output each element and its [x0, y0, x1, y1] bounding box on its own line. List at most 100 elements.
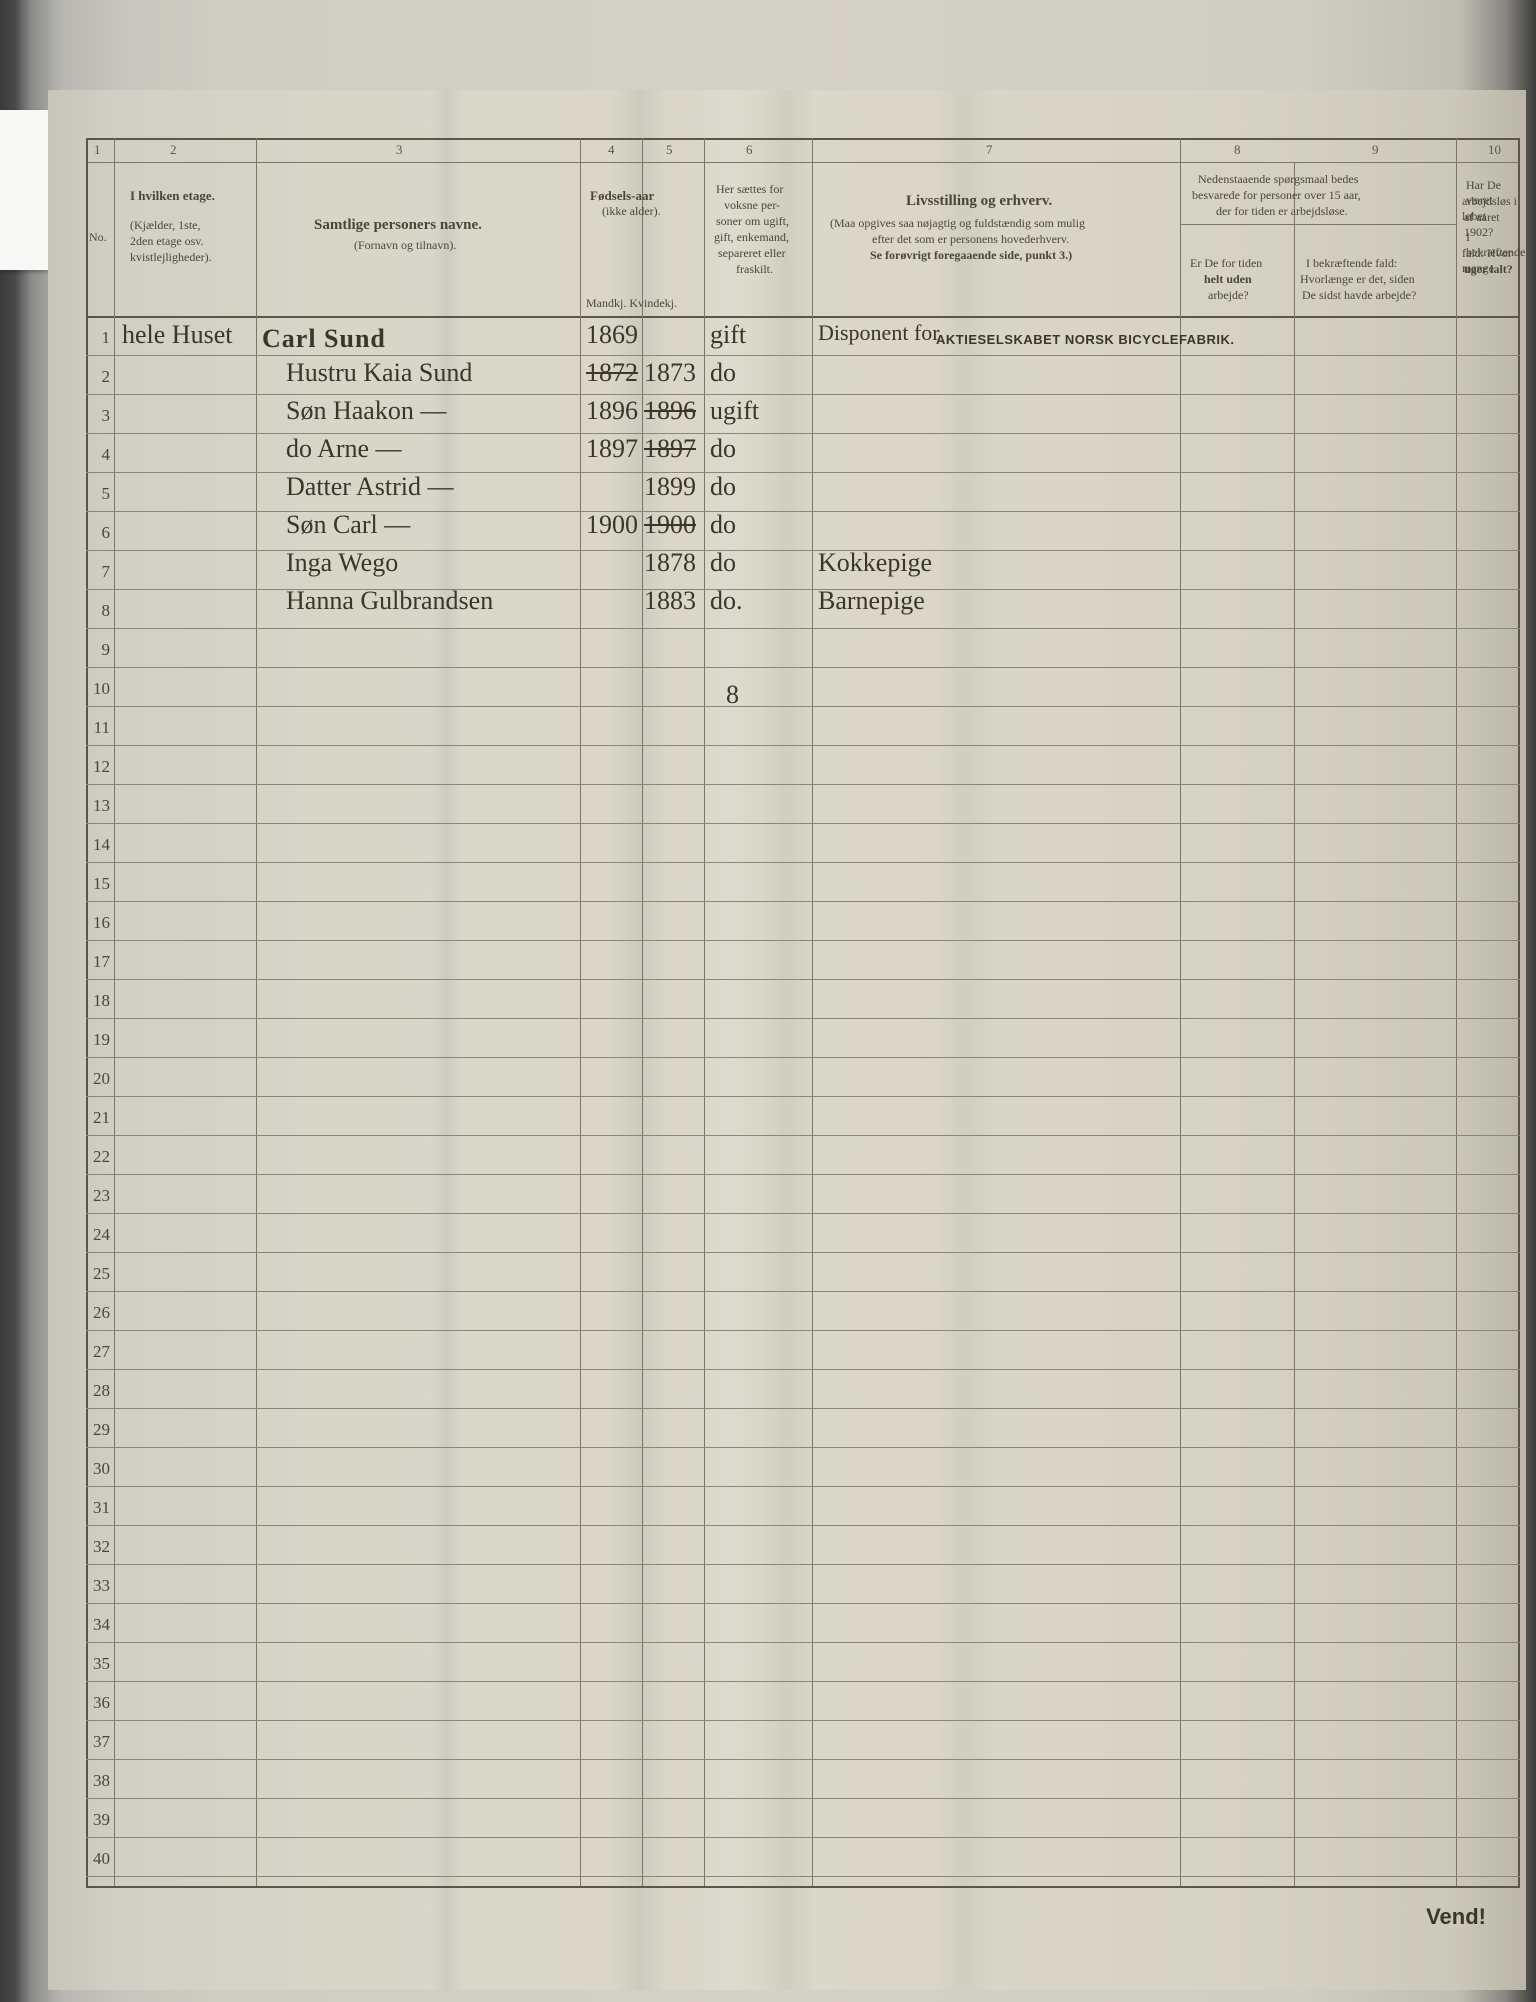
- row-rule: [86, 1564, 1520, 1565]
- rule: [812, 138, 813, 1888]
- rule: [86, 138, 1520, 140]
- row-number: 20: [84, 1069, 110, 1089]
- row-rule: [86, 979, 1520, 980]
- name-cell: Søn Carl —: [286, 510, 410, 540]
- row-number: 28: [84, 1381, 110, 1401]
- occupation-cell: AKTIESELSKABET NORSK BICYCLEFABRIK.: [936, 332, 1234, 347]
- header-gender: Mandkj. Kvindekj.: [586, 296, 677, 311]
- row-number: 13: [84, 796, 110, 816]
- row-number: 14: [84, 835, 110, 855]
- rule: [580, 138, 581, 1888]
- row-rule: [86, 940, 1520, 941]
- row-number: 15: [84, 874, 110, 894]
- header-status: Her sættes for: [716, 182, 783, 197]
- row-number: 32: [84, 1537, 110, 1557]
- header-occupation-sub: (Maa opgives saa nøjagtig og fuldstændig…: [830, 216, 1085, 231]
- row-rule: [86, 1447, 1520, 1448]
- row-number: 36: [84, 1693, 110, 1713]
- row-number: 12: [84, 757, 110, 777]
- rule: [642, 138, 643, 1888]
- row-rule: [86, 1135, 1520, 1136]
- row-number: 8: [84, 601, 110, 621]
- row-number: 22: [84, 1147, 110, 1167]
- row-number: 26: [84, 1303, 110, 1323]
- row-rule: [86, 1759, 1520, 1760]
- row-rule: [86, 1603, 1520, 1604]
- row-rule: [86, 1876, 1520, 1877]
- birth-female-cell: 1899: [644, 472, 696, 502]
- header-birth-sub: (ikke alder).: [602, 204, 661, 219]
- header-status: separeret eller: [718, 246, 786, 261]
- row-rule: [86, 1018, 1520, 1019]
- colnum: 8: [1234, 142, 1241, 158]
- row-number: 18: [84, 991, 110, 1011]
- header-status: voksne per-: [724, 198, 780, 213]
- status-cell: do: [710, 434, 736, 464]
- header-unemployed: Nedenstaaende spørgsmaal bedes: [1198, 172, 1358, 187]
- header-name: Samtlige personers navne.: [314, 217, 482, 233]
- occupation-cell: Barnepige: [818, 586, 925, 616]
- colnum: 1: [94, 142, 101, 158]
- occupation-cell: Disponent for: [818, 320, 940, 346]
- row-number: 7: [84, 562, 110, 582]
- status-cell: do.: [710, 586, 743, 616]
- row-number: 24: [84, 1225, 110, 1245]
- row-rule: [86, 1057, 1520, 1058]
- header-c8: Er De for tiden: [1190, 256, 1262, 271]
- rule: [1180, 224, 1456, 225]
- row-number: 17: [84, 952, 110, 972]
- row-rule: [86, 1252, 1520, 1253]
- status-cell: do: [710, 358, 736, 388]
- birth-male-cell: 1872: [586, 358, 638, 388]
- page-tab: [0, 110, 48, 270]
- row-rule: [86, 823, 1520, 824]
- row-number: 25: [84, 1264, 110, 1284]
- header-birth: Fødsels-aar: [590, 188, 654, 203]
- census-page: 1 2 3 4 5 6 7 8 9 10 No. I hvilken etage…: [48, 90, 1526, 1990]
- row-rule: [86, 1681, 1520, 1682]
- birth-female-cell: 1883: [644, 586, 696, 616]
- row-number: 29: [84, 1420, 110, 1440]
- row-rule: [86, 628, 1520, 629]
- row-number: 37: [84, 1732, 110, 1752]
- row-number: 35: [84, 1654, 110, 1674]
- header-etage-sub: 2den etage osv.: [130, 234, 204, 249]
- rule: [704, 138, 705, 1888]
- rule: [1456, 138, 1457, 1888]
- header-c8: arbejde?: [1208, 288, 1249, 303]
- row-number: 11: [84, 718, 110, 738]
- row-rule: [86, 1096, 1520, 1097]
- name-cell: Hustru Kaia Sund: [286, 358, 472, 388]
- birth-male-cell: 1869: [586, 320, 638, 350]
- header-unemployed: der for tiden er arbejdsløse.: [1216, 204, 1348, 219]
- row-rule: [86, 355, 1520, 356]
- colnum: 10: [1488, 142, 1501, 158]
- status-cell: ugift: [710, 396, 759, 426]
- row-rule: [86, 1174, 1520, 1175]
- birth-female-cell: 1897: [644, 434, 696, 464]
- rule: [1294, 162, 1295, 1888]
- birth-male-cell: 1896: [586, 396, 638, 426]
- colnum: 7: [986, 142, 993, 158]
- name-cell: Søn Haakon —: [286, 396, 446, 426]
- header-etage-sub: kvistlejligheder).: [130, 250, 212, 265]
- row-rule: [86, 1486, 1520, 1487]
- row-number: 4: [84, 445, 110, 465]
- texture: [48, 90, 1526, 1990]
- status-cell: do: [710, 472, 736, 502]
- colnum: 5: [666, 142, 673, 158]
- row-rule: [86, 1837, 1520, 1838]
- row-number: 21: [84, 1108, 110, 1128]
- birth-male-cell: 1900: [586, 510, 638, 540]
- row-rule: [86, 1642, 1520, 1643]
- rule: [86, 316, 1520, 318]
- name-cell: do Arne —: [286, 434, 402, 464]
- row-number: 39: [84, 1810, 110, 1830]
- header-c9: I bekræftende fald:: [1306, 256, 1397, 271]
- row-rule: [86, 862, 1520, 863]
- colnum: 6: [746, 142, 753, 158]
- row-number: 2: [84, 367, 110, 387]
- row-rule: [86, 667, 1520, 668]
- rule: [1518, 138, 1520, 1888]
- row-number: 1: [84, 328, 110, 348]
